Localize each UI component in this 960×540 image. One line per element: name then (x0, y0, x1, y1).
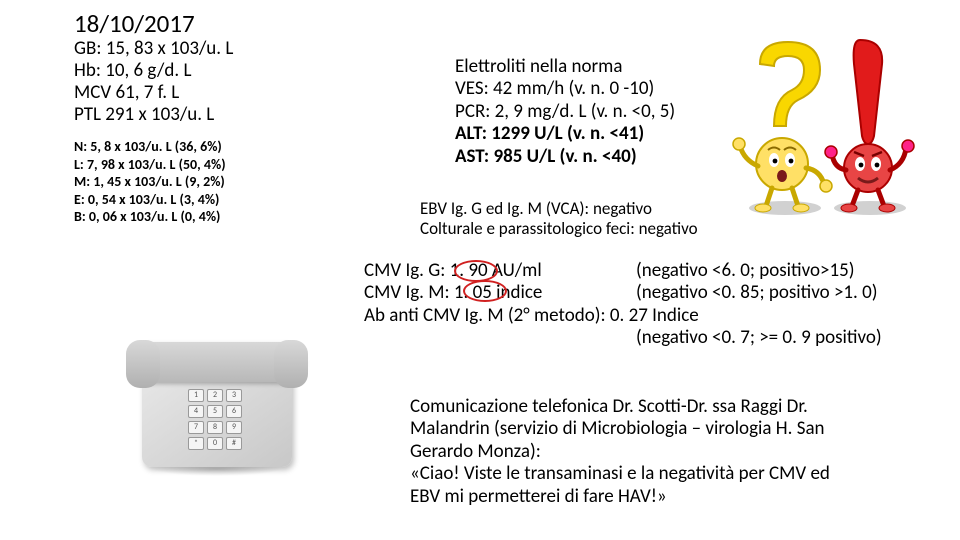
note-line: Gerardo Monza): (410, 441, 930, 463)
diff-line: B: 0, 06 x 103/u. L (0, 4%) (74, 208, 226, 226)
cbc-line: GB: 15, 83 x 103/u. L (74, 38, 233, 60)
cbc-line: PTL 291 x 103/u. L (74, 104, 233, 126)
note-line: «Ciao! Viste le transaminasi e la negati… (410, 463, 930, 485)
cmv-value: CMV Ig. G: 1. 90 AU/ml (364, 259, 542, 282)
note-line: Comunicazione telefonica Dr. Scotti-Dr. … (410, 396, 930, 418)
chem-line: Elettroliti nella norma (455, 56, 675, 78)
cmv-block: CMV Ig. G: 1. 90 AU/ml (negativo <6. 0; … (364, 260, 699, 350)
cmv-value: Ab anti CMV Ig. M (2° metodo): 0. 27 Ind… (364, 304, 699, 327)
differential-block: N: 5, 8 x 103/u. L (36, 6%) L: 7, 98 x 1… (74, 138, 226, 226)
chem-line-alt: ALT: 1299 U/L (v. n. <41) (455, 123, 675, 145)
cmv-ref: (negativo <0. 85; positivo >1. 0) (636, 282, 878, 304)
cmv-value: CMV Ig. M: 1. 05 indice (364, 281, 542, 304)
telephone-icon: 123 456 789 *0# (112, 322, 322, 482)
cmv-ref: (negativo <6. 0; positivo>15) (636, 260, 855, 282)
date-header: 18/10/2017 (74, 8, 195, 39)
question-exclamation-icon (730, 36, 940, 216)
phone-keypad: 123 456 789 *0# (188, 389, 248, 450)
cbc-line: Hb: 10, 6 g/d. L (74, 60, 233, 82)
ebv-line: Colturale e parassitologico feci: negati… (420, 219, 698, 239)
ebv-line: EBV Ig. G ed Ig. M (VCA): negativo (420, 199, 698, 219)
diff-line: L: 7, 98 x 103/u. L (50, 4%) (74, 156, 226, 174)
diff-line: E: 0, 54 x 103/u. L (3, 4%) (74, 191, 226, 209)
diff-line: N: 5, 8 x 103/u. L (36, 6%) (74, 138, 226, 156)
chem-line: PCR: 2, 9 mg/d. L (v. n. <0, 5) (455, 101, 675, 123)
diff-line: M: 1, 45 x 103/u. L (9, 2%) (74, 173, 226, 191)
cbc-block: GB: 15, 83 x 103/u. L Hb: 10, 6 g/d. L M… (74, 38, 233, 125)
cbc-line: MCV 61, 7 f. L (74, 82, 233, 104)
chem-line: VES: 42 mm/h (v. n. 0 -10) (455, 78, 675, 100)
chem-block: Elettroliti nella norma VES: 42 mm/h (v.… (455, 56, 675, 168)
note-line: Malandrin (servizio di Microbiologia – v… (410, 418, 930, 440)
phone-note-block: Comunicazione telefonica Dr. Scotti-Dr. … (410, 396, 930, 508)
cmv-ref: (negativo <0. 7; >= 0. 9 positivo) (636, 327, 882, 349)
ebv-block: EBV Ig. G ed Ig. M (VCA): negativo Coltu… (420, 199, 698, 240)
note-line: EBV mi permetterei di fare HAV!» (410, 486, 930, 508)
chem-line-ast: AST: 985 U/L (v. n. <40) (455, 146, 675, 168)
